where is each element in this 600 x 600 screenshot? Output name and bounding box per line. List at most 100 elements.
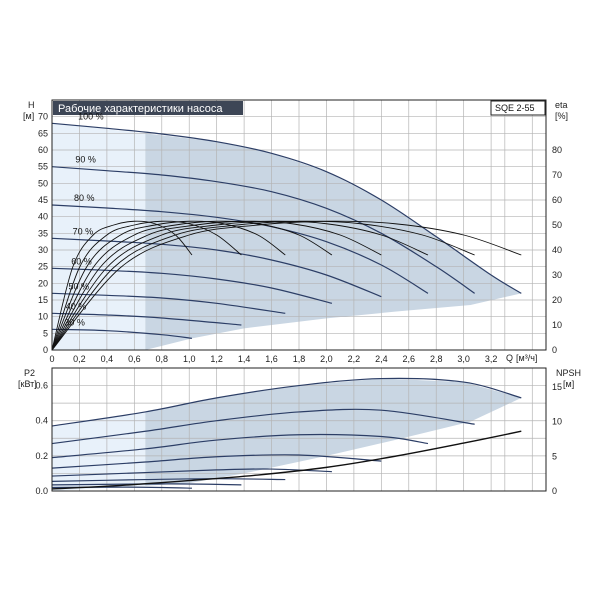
head-y-tick-label: 20 [38,278,48,288]
power-chart: P2 [кВт] NPSH [м] 0.0 0.2 0.4 0.6 0 5 10 15 [18,367,581,496]
speed-label: 50 % [68,281,89,291]
x-axis-name: Q [506,353,513,363]
speed-label: 80 % [74,193,95,203]
power-y-tick-label: 0.2 [35,451,48,461]
head-curve [51,237,382,298]
power-light-area [52,411,146,491]
power-curve [51,433,429,459]
head-curve [51,122,522,294]
chart-title: Рабочие характеристики насоса [58,103,223,115]
head-y-tick-label: 30 [38,245,48,255]
x-tick-label: 0,6 [128,354,141,364]
model-label: SQE 2-55 [495,103,535,113]
head-curve [51,166,475,294]
eta-curve [51,220,286,351]
head-chart: Рабочие характеристики насоса SQE 2-55 H… [23,99,568,364]
power-y-label: P2 [24,368,35,378]
chart-title-bar [53,101,243,115]
eta-y-tick-label: 30 [552,270,562,280]
npsh-y-tick-label: 10 [552,417,562,427]
eta-y-tick-label: 10 [552,320,562,330]
head-plot-frame [51,99,547,351]
power-curve [51,478,286,482]
x-tick-label: 3,2 [485,354,498,364]
x-tick-label: 0,8 [156,354,169,364]
x-tick-label: 2,6 [403,354,416,364]
speed-label: 100 % [78,111,104,121]
head-curve [51,267,333,304]
head-y-tick-label: 10 [38,312,48,322]
npsh-y-tick-label: 5 [552,451,557,461]
head-y-tick-label: 45 [38,195,48,205]
eta-curve [51,220,333,351]
eta-y-tick-label: 80 [552,145,562,155]
npsh-y-unit: [м] [563,379,574,389]
npsh-y-label: NPSH [556,368,581,378]
speed-label: 40 % [66,301,87,311]
head-curve [51,328,193,339]
x-axis-label: Q [м³/ч] [506,353,537,363]
head-y-tick-label: 70 [38,112,48,122]
npsh-y-tick-label: 15 [552,382,562,392]
power-y-tick-label: 0.4 [35,416,48,426]
eta-y-tick-label: 60 [552,195,562,205]
power-y-tick-label: 0.0 [35,486,48,496]
head-y-tick-label: 50 [38,178,48,188]
head-y-unit: [м] [23,111,34,121]
eta-curve [51,220,382,351]
x-axis-unit: [м³/ч] [516,353,537,363]
eta-y-label: eta [555,100,568,110]
x-tick-label: 1,0 [183,354,196,364]
eta-y-tick-label: 50 [552,220,562,230]
power-y-tick-label: 0.6 [35,381,48,391]
head-y-tick-label: 40 [38,212,48,222]
eta-curve [51,220,193,351]
power-plot-frame [51,367,547,492]
power-curve [51,483,242,486]
eta-y-unit: [%] [555,111,568,121]
x-tick-label: 1,4 [238,354,251,364]
speed-label: 90 % [75,155,96,165]
head-y-tick-label: 15 [38,295,48,305]
power-curve [51,377,522,427]
eta-curve [51,220,522,351]
eta-curve [51,220,429,351]
eta-y-tick-label: 70 [552,170,562,180]
x-tick-label: 2,2 [348,354,361,364]
eta-y-tick-label: 20 [552,295,562,305]
eta-curve [51,220,475,351]
speed-label: 30 % [64,317,85,327]
x-tick-label: 2,8 [430,354,443,364]
x-tick-label: 1,6 [265,354,278,364]
x-tick-label: 1,2 [210,354,223,364]
speed-label: 60 % [71,256,92,266]
eta-y-tick-label: 0 [552,345,557,355]
speed-label: 70 % [73,226,94,236]
npsh-curve [51,430,522,490]
head-y-label: H [28,100,35,110]
head-y-tick-label: 0 [43,345,48,355]
head-y-tick-label: 35 [38,228,48,238]
head-y-tick-label: 5 [43,328,48,338]
power-curve [51,468,332,477]
npsh-y-tick-label: 0 [552,486,557,496]
model-box [490,100,546,116]
head-y-tick-label: 55 [38,162,48,172]
x-tick-label: 2,0 [320,354,333,364]
head-light-area [52,123,146,350]
power-curve [51,408,475,445]
head-y-tick-label: 60 [38,145,48,155]
head-y-tick-label: 65 [38,128,48,138]
eta-curve [51,220,242,351]
power-operating-area [145,378,522,486]
x-tick-label: 2,4 [375,354,388,364]
x-tick-label: 0,2 [73,354,86,364]
head-y-tick-label: 25 [38,262,48,272]
power-y-unit: [кВт] [18,379,37,389]
eta-y-tick-label: 40 [552,245,562,255]
power-curve [51,454,382,469]
x-tick-label: 0,4 [101,354,114,364]
x-tick-label: 0 [49,354,54,364]
head-operating-area [145,133,522,350]
